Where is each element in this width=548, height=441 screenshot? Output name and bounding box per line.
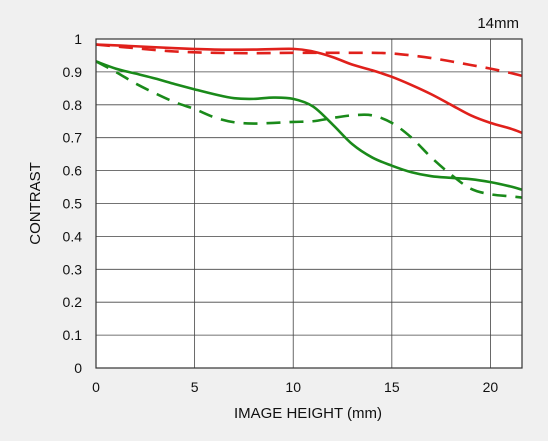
y-tick-label: 0.7 — [63, 130, 83, 146]
series-line-green-dashed — [96, 60, 522, 199]
x-tick-label: 0 — [92, 379, 100, 395]
y-tick-label: 0 — [74, 360, 82, 376]
y-tick-label: 0.8 — [63, 97, 83, 113]
y-tick-label: 0.4 — [63, 228, 83, 244]
series-line-red-dashed — [96, 43, 522, 78]
y-tick-label: 1 — [74, 31, 82, 47]
series-line-red-solid — [96, 43, 522, 134]
x-tick-labels: 0 5 10 15 20 — [92, 379, 498, 395]
y-tick-labels: 0 0.1 0.2 0.3 0.4 0.5 0.6 0.7 0.8 0.9 1 — [63, 31, 83, 376]
y-tick-label: 0.1 — [63, 327, 83, 343]
x-axis-title: IMAGE HEIGHT (mm) — [234, 405, 382, 422]
y-tick-label: 0.5 — [63, 196, 83, 212]
plot-frame — [95, 38, 523, 369]
x-tick-label: 5 — [191, 379, 199, 395]
y-tick-label: 0.2 — [63, 294, 83, 310]
y-tick-label: 0.9 — [63, 64, 83, 80]
series-layer — [96, 43, 522, 199]
x-tick-label: 15 — [384, 379, 400, 395]
focal-length-label: 14mm — [477, 15, 519, 32]
y-tick-label: 0.6 — [63, 163, 83, 179]
x-tick-label: 10 — [285, 379, 301, 395]
y-axis-title: CONTRAST — [27, 162, 44, 245]
x-tick-label: 20 — [483, 379, 499, 395]
y-tick-label: 0.3 — [63, 261, 83, 277]
